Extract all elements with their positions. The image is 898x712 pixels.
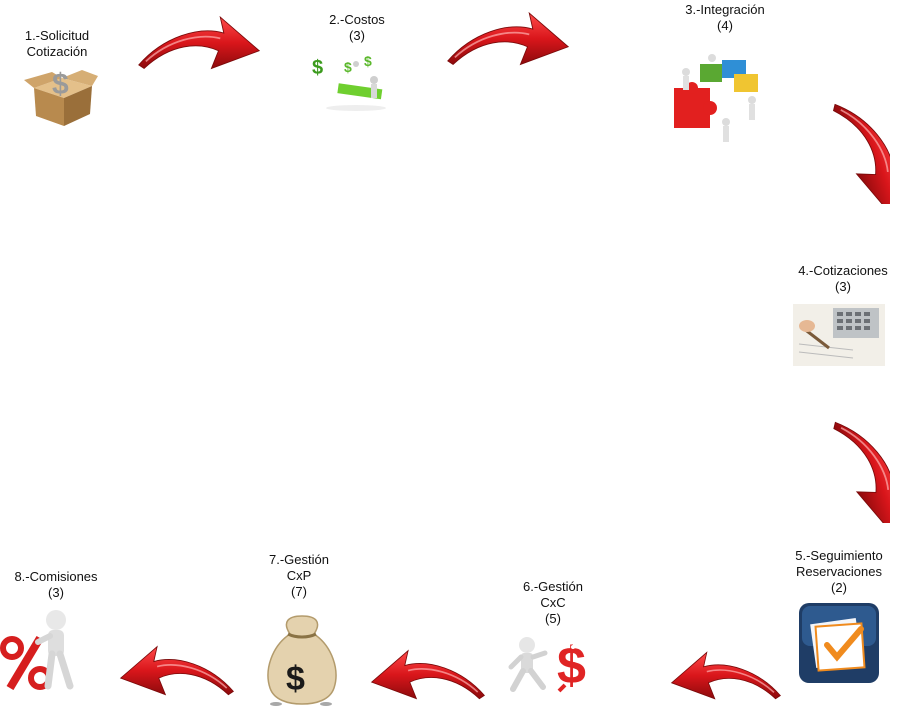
step-2-label: 2.-Costos (3)	[329, 12, 385, 43]
calculator-document-icon	[793, 304, 885, 366]
svg-text:$: $	[286, 660, 305, 698]
arrow-2-to-3-icon	[446, 12, 570, 66]
svg-text:$: $	[557, 637, 586, 693]
svg-text:$: $	[52, 68, 69, 101]
arrow-7-to-8-icon	[119, 645, 235, 696]
step-4-label: 4.-Cotizaciones (3)	[798, 263, 888, 294]
arrow-5-to-6-icon	[670, 651, 782, 700]
step-5-label: 5.-Seguimiento Reservaciones (2)	[795, 548, 883, 595]
arrow-3-to-4-icon	[830, 87, 890, 204]
running-dollar-icon: $	[508, 637, 586, 693]
puzzle-team-icon	[674, 54, 758, 142]
percent-figure-icon	[0, 610, 74, 690]
arrow-6-to-7-icon	[370, 649, 486, 700]
calendar-check-icon	[799, 603, 879, 683]
svg-text:$: $	[344, 59, 352, 75]
step-8-label: 8.-Comisiones (3)	[14, 569, 98, 600]
step-3-label: 3.-Integración (4)	[685, 2, 765, 33]
step-1-label: 1.-Solicitud Cotización	[24, 28, 90, 59]
arrow-4-to-5-icon	[831, 405, 890, 523]
svg-text:$: $	[364, 53, 372, 69]
money-bag-icon: $	[267, 615, 337, 706]
svg-text:$: $	[312, 57, 323, 79]
box-dollar-icon: $	[24, 68, 98, 126]
dollar-figures-icon: $ $ $	[312, 53, 386, 111]
step-7-label: 7.-Gestión CxP (7)	[269, 552, 329, 599]
arrow-1-to-2-icon	[137, 16, 261, 70]
step-6-label: 6.-Gestión CxC (5)	[523, 579, 583, 626]
